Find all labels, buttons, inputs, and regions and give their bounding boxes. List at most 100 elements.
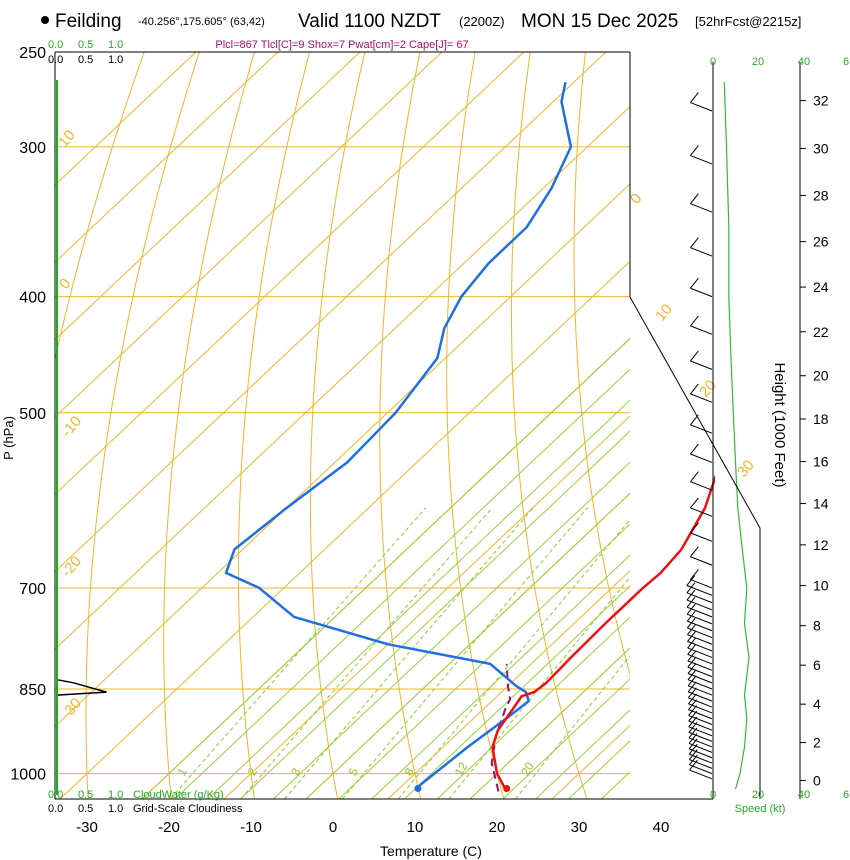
p-tick-label: 400 [19, 290, 46, 307]
wind-barb-flag [690, 443, 699, 455]
wind-barb [687, 685, 713, 696]
wind-barb [687, 634, 713, 645]
wind-barb-flag [687, 687, 697, 699]
wind-barb-flag [690, 569, 699, 580]
isotherm-line [387, 570, 630, 799]
wind-barb [690, 556, 713, 566]
moist-adiabat [174, 368, 630, 799]
wind-barb-flag [690, 193, 699, 204]
p-tick-label: 850 [19, 682, 46, 699]
wind-barb-flag [690, 277, 699, 289]
mixing-ratio-line [284, 507, 534, 799]
cloud-bottom-black-0: 0.0 [48, 803, 63, 815]
p-tick-label: 300 [19, 140, 46, 157]
surface-dewpoint-marker [414, 785, 422, 793]
speed-bottom-0: 0 [710, 789, 716, 801]
x-tick-label: -20 [158, 819, 180, 836]
wind-barb [689, 759, 713, 769]
isotherm-line [55, 52, 607, 573]
y-axis-title: P (hPa) [1, 416, 16, 460]
dry-adiabat [309, 52, 366, 799]
isotherm-line [469, 647, 630, 799]
wind-barb [690, 393, 713, 403]
x-tick-label: -10 [240, 819, 262, 836]
mixing-ratio-label: 12 [452, 759, 471, 778]
p-tick-label: 1000 [10, 767, 46, 784]
isotherm-label: -10 [58, 413, 85, 441]
moist-adiabat [502, 678, 630, 799]
wind-barb [688, 703, 713, 714]
dry-adiabat [163, 52, 255, 799]
station-dot-icon [41, 16, 49, 24]
p-tick-label: 250 [19, 45, 46, 62]
moist-adiabat [469, 647, 630, 799]
mixing-ratio-label: 20 [518, 759, 537, 778]
wind-barb [690, 155, 713, 165]
speed-top-20: 20 [752, 56, 764, 68]
height-tick-label: 26 [813, 234, 829, 250]
skew-boundary [629, 296, 761, 529]
wind-barb [688, 726, 713, 737]
wind-barb [688, 748, 713, 759]
height-tick-label: 8 [813, 618, 821, 634]
isotherm-label: -20 [58, 553, 85, 581]
isotherm-line [55, 52, 525, 496]
wind-barb [686, 606, 713, 618]
wind-barb [687, 627, 713, 639]
wind-barb [687, 654, 713, 665]
x-tick-label: 40 [653, 819, 670, 836]
wind-speed-curve [723, 82, 750, 790]
height-tick-label: 4 [813, 696, 821, 712]
mixing-ratio-line [170, 507, 427, 799]
speed-bottom-20: 20 [752, 789, 764, 801]
wind-barb [688, 742, 713, 753]
isotherm-label: 30 [734, 457, 758, 481]
wind-barb-flag [688, 699, 697, 710]
p-tick-label: 500 [19, 406, 46, 423]
cloud-cover-legend: Grid-Scale Cloudiness [133, 803, 243, 815]
wind-barb [688, 731, 713, 742]
dry-adiabat [379, 52, 422, 799]
wind-barb [687, 660, 713, 671]
isotherm-line [59, 260, 630, 799]
isotherm-line [55, 52, 443, 418]
wind-barb [686, 613, 713, 625]
parcel-curve [490, 663, 512, 792]
wind-barb-flag [690, 471, 699, 482]
height-tick-label: 12 [813, 537, 829, 553]
speed-bottom-6: 6 [843, 789, 849, 801]
wind-barb-flag [688, 705, 697, 716]
wind-barb-flag [690, 522, 699, 534]
wind-barb [690, 360, 713, 370]
speed-bottom-40: 40 [798, 789, 810, 801]
wind-barb [690, 424, 713, 434]
wind-barb [688, 714, 713, 725]
wind-barb-flag [686, 582, 696, 594]
speed-axis-label: Speed (kt) [735, 803, 786, 815]
wind-barb [687, 640, 713, 652]
wind-barb [689, 753, 713, 764]
moist-adiabat [535, 709, 630, 799]
height-tick-label: 18 [813, 411, 829, 427]
height-tick-label: 0 [813, 772, 821, 788]
wind-barb [687, 647, 713, 658]
x-tick-label: 20 [489, 819, 506, 836]
wind-barb-flag [690, 237, 699, 248]
isotherm-line [223, 415, 630, 799]
wind-barb [690, 507, 713, 517]
station-name: Feilding [55, 11, 122, 32]
wind-barb [687, 673, 713, 684]
height-axis-title: Height (1000 Feet) [771, 362, 788, 487]
wind-barb [689, 764, 713, 775]
wind-barb-flag [690, 92, 699, 103]
valid-date: MON 15 Dec 2025 [521, 11, 678, 32]
dry-adiabat [85, 52, 200, 799]
wind-barb [690, 532, 713, 542]
isotherm-line [55, 52, 197, 186]
cloud-top-green-0: 0.0 [48, 39, 63, 51]
cloud-water-curve [56, 678, 107, 789]
mixing-ratio-line [448, 576, 630, 799]
wind-barb [687, 666, 713, 678]
mixing-ratio-label: 5 [346, 765, 362, 778]
wind-barb-flag [686, 575, 696, 586]
